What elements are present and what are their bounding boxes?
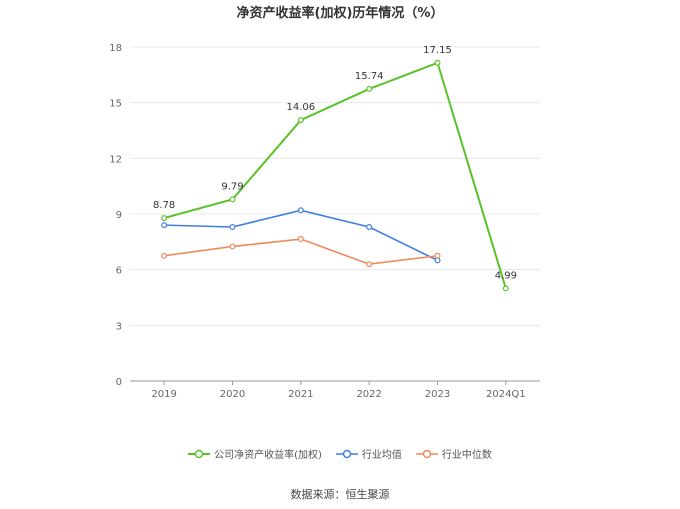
data-point xyxy=(297,117,304,124)
data-point xyxy=(434,59,441,66)
axes: 0 3 6 9 12 15 18 2019 2020 2021 2022 2023 2024Q1 xyxy=(109,43,540,400)
x-tick-label: 2024Q1 xyxy=(486,389,526,400)
data-point xyxy=(297,207,304,214)
legend-item[interactable]: 行业中位数 xyxy=(415,446,492,461)
data-label: 9.79 xyxy=(221,181,243,192)
legend-marker-icon xyxy=(188,449,211,458)
chart-title: 净资产收益率(加权)历年情况（%） xyxy=(236,6,444,21)
legend-label: 公司净资产收益率(加权) xyxy=(214,450,322,461)
data-point xyxy=(366,261,373,268)
data-point xyxy=(161,215,168,222)
series-line xyxy=(163,61,507,289)
legend-marker-icon xyxy=(335,449,358,458)
series-line xyxy=(164,238,438,265)
legend-item[interactable]: 公司净资产收益率(加权) xyxy=(188,446,322,461)
grid-lines xyxy=(130,46,540,326)
y-tick-label: 12 xyxy=(109,154,122,165)
y-tick-label: 3 xyxy=(116,321,122,332)
x-tick-label: 2022 xyxy=(356,389,381,400)
x-tick-label: 2023 xyxy=(425,389,450,400)
data-point xyxy=(366,85,373,92)
legend-dot xyxy=(194,449,204,458)
y-tick-label: 9 xyxy=(116,210,122,221)
legend-dot xyxy=(422,449,432,458)
data-label: 17.15 xyxy=(423,45,452,56)
legend-dot xyxy=(342,449,352,458)
series-line xyxy=(164,209,438,262)
y-tick-label: 18 xyxy=(109,43,122,54)
data-point xyxy=(161,222,168,229)
y-tick-label: 15 xyxy=(109,99,122,110)
data-point xyxy=(297,236,304,243)
data-point xyxy=(229,223,236,230)
legend: 公司净资产收益率(加权) 行业均值 行业中位数 xyxy=(0,446,680,461)
x-tick-label: 2019 xyxy=(151,389,176,400)
data-point xyxy=(502,285,509,292)
legend-label: 行业均值 xyxy=(361,450,402,461)
x-tick-label: 2020 xyxy=(220,389,245,400)
data-label: 15.74 xyxy=(355,71,384,82)
data-label: 14.06 xyxy=(287,102,316,113)
legend-marker-icon xyxy=(415,449,438,458)
source-note: 数据来源：恒生聚源 xyxy=(290,488,390,501)
x-tick-label: 2021 xyxy=(288,389,313,400)
data-point xyxy=(229,196,236,203)
data-point xyxy=(229,243,236,250)
data-point xyxy=(161,252,168,259)
y-tick-label: 0 xyxy=(116,377,122,388)
data-labels: 8.78 9.79 14.06 15.74 17.15 4.99 xyxy=(153,45,517,282)
y-tick-label: 6 xyxy=(116,266,122,277)
data-point xyxy=(434,252,441,259)
legend-label: 行业中位数 xyxy=(441,450,492,461)
data-label: 8.78 xyxy=(153,200,175,211)
data-point xyxy=(366,223,373,230)
data-label: 4.99 xyxy=(495,270,517,281)
legend-item[interactable]: 行业均值 xyxy=(335,446,402,461)
series-layer xyxy=(161,59,509,292)
